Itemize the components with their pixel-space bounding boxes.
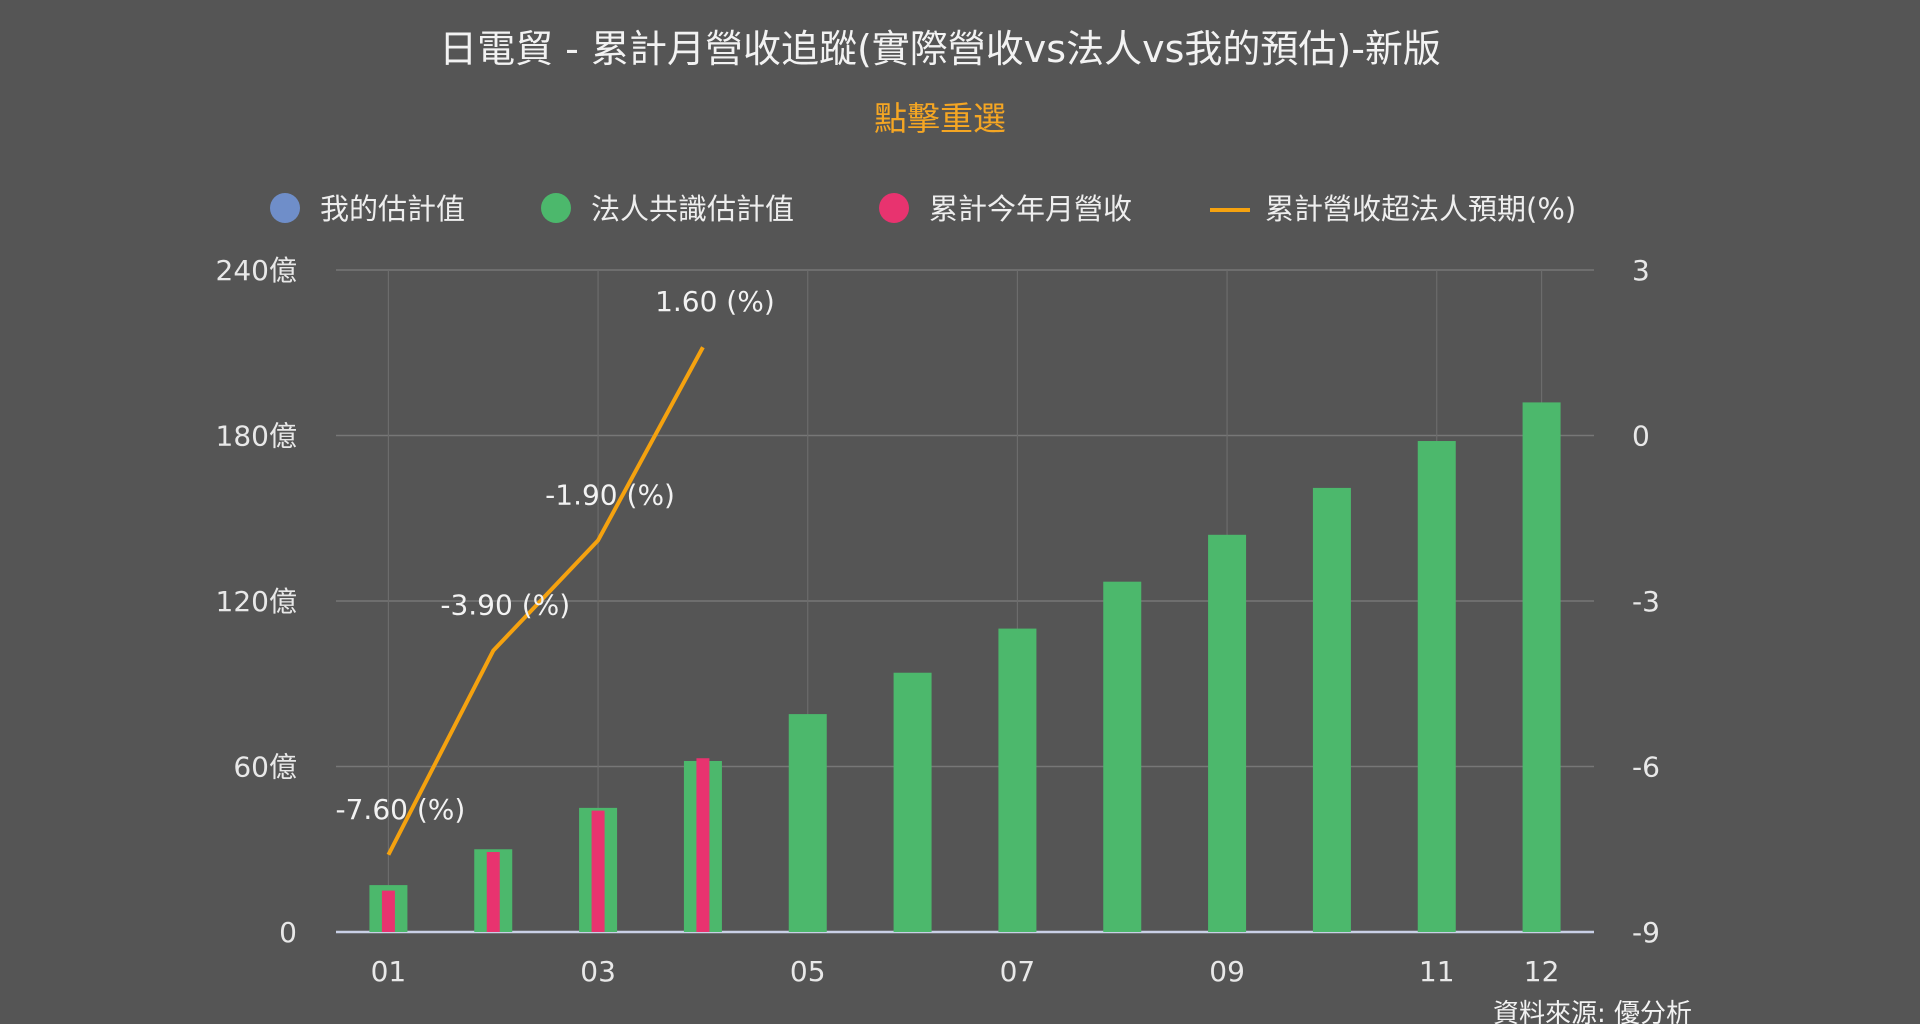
line-series-path[interactable] xyxy=(386,346,705,856)
bar[interactable] xyxy=(998,628,1037,932)
bar[interactable] xyxy=(788,714,827,932)
x-tick-label: 09 xyxy=(1209,955,1245,988)
y-left-tick-label: 180億 xyxy=(216,420,297,453)
x-tick-label: 05 xyxy=(790,955,826,988)
bar[interactable] xyxy=(591,810,605,932)
x-tick-label: 01 xyxy=(371,955,407,988)
x-axis: 01 03 05 07 09 11 12 xyxy=(336,930,1594,988)
reselect-link[interactable]: 點擊重選 xyxy=(874,99,1006,138)
bar[interactable] xyxy=(1522,402,1561,932)
y-left-tick-label: 60億 xyxy=(233,751,297,784)
line-layer: -7.60 (%) -3.90 (%) -1.90 (%) 1.60 (%) xyxy=(336,285,775,856)
line-data-label: 1.60 (%) xyxy=(655,285,775,318)
line-data-label: -3.90 (%) xyxy=(440,589,570,622)
legend-item[interactable]: 法人共識估計值 xyxy=(541,192,794,226)
y-right-tick-label: -6 xyxy=(1632,751,1660,784)
bar[interactable] xyxy=(1417,441,1456,932)
bar[interactable] xyxy=(696,758,710,932)
y-right-tick-label: 0 xyxy=(1632,420,1650,453)
legend-label: 我的估計值 xyxy=(320,192,465,226)
y-left-tick-label: 120億 xyxy=(216,585,297,618)
chart-title: 日電貿 - 累計月營收追蹤(實際營收vs法人vs我的預估)-新版 xyxy=(439,27,1441,71)
legend-label: 累計營收超法人預期(%) xyxy=(1265,192,1576,226)
x-tick-label: 12 xyxy=(1524,955,1560,988)
y-right-tick-label: 3 xyxy=(1632,254,1650,287)
legend-item[interactable]: 累計營收超法人預期(%) xyxy=(1210,192,1576,226)
legend-item[interactable]: 我的估計值 xyxy=(270,192,465,226)
legend-dot-marker xyxy=(270,193,300,223)
line-data-label: -7.60 (%) xyxy=(336,793,466,826)
y-left-tick-label: 0 xyxy=(279,916,297,949)
grid-lines xyxy=(336,269,1594,932)
bar[interactable] xyxy=(1208,534,1247,932)
line-data-label: -1.90 (%) xyxy=(545,478,675,511)
legend-dot-marker xyxy=(541,193,571,223)
y-axis-left: 0 60億 120億 180億 240億 xyxy=(216,254,297,949)
x-tick-label: 11 xyxy=(1419,955,1455,988)
bar[interactable] xyxy=(381,890,395,932)
y-left-tick-label: 240億 xyxy=(216,254,297,287)
legend-label: 累計今年月營收 xyxy=(929,192,1132,226)
x-tick-label: 07 xyxy=(1000,955,1036,988)
legend-dot-marker xyxy=(879,193,909,223)
legend-label: 法人共識估計值 xyxy=(591,192,794,226)
y-axis-right: -9 -6 -3 0 3 xyxy=(1632,254,1660,949)
bar[interactable] xyxy=(893,672,932,932)
y-right-tick-label: -9 xyxy=(1632,916,1660,949)
legend: 我的估計值 法人共識估計值 累計今年月營收 累計營收超法人預期(%) xyxy=(270,192,1576,226)
bars-layer xyxy=(369,402,1561,932)
legend-item[interactable]: 累計今年月營收 xyxy=(879,192,1132,226)
y-right-tick-label: -3 xyxy=(1632,585,1660,618)
bar[interactable] xyxy=(486,852,500,932)
x-tick-label: 03 xyxy=(580,955,616,988)
data-source: 資料來源: 優分析 xyxy=(1493,999,1692,1024)
bar[interactable] xyxy=(1103,581,1142,932)
bar[interactable] xyxy=(1312,487,1351,932)
